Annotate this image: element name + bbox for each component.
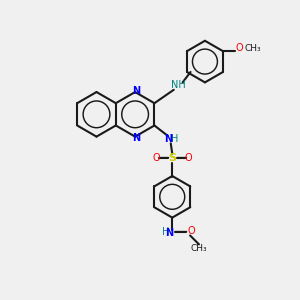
Text: CH₃: CH₃ [244, 44, 261, 53]
Text: H: H [162, 227, 169, 238]
Text: O: O [152, 153, 160, 163]
Text: N: N [164, 134, 172, 144]
Text: N: N [166, 228, 174, 238]
Text: O: O [188, 226, 195, 236]
Text: S: S [168, 153, 176, 163]
Text: N: N [133, 85, 141, 96]
Text: O: O [185, 153, 192, 163]
Text: NH: NH [171, 80, 186, 90]
Text: CH₃: CH₃ [191, 244, 207, 253]
Text: N: N [133, 133, 141, 143]
Text: O: O [236, 43, 243, 53]
Text: H: H [171, 134, 178, 144]
